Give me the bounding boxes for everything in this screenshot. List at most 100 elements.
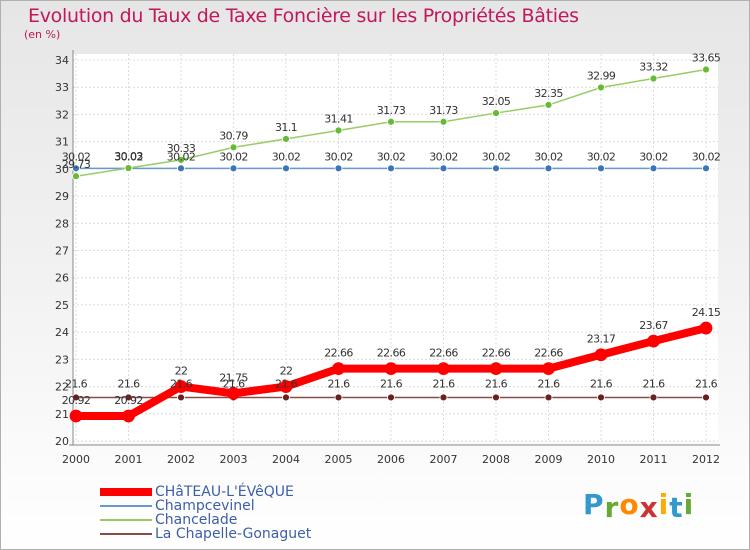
data-label: 23.17 [587,333,616,346]
data-label: 22.66 [534,347,563,360]
data-label: 21.6 [485,377,508,390]
x-tick-label: 2002 [167,453,195,466]
x-tick-label: 2006 [377,453,405,466]
data-label: 21.6 [327,377,350,390]
data-label: 31.1 [275,121,297,134]
data-label: 21.6 [590,377,613,390]
data-label: 30.02 [219,150,248,163]
x-tick-label: 2012 [692,453,720,466]
y-tick-label: 20 [55,435,69,448]
data-point [282,135,290,143]
data-label: 31.73 [429,104,458,117]
data-label: 22 [280,365,293,378]
data-point [594,348,608,362]
legend-label: Champcevinel [155,498,255,514]
data-label: 30.02 [534,150,563,163]
data-label: 21.6 [432,377,455,390]
y-tick-label: 30 [55,163,69,176]
data-label: 30.02 [114,150,143,163]
data-label: 21.6 [380,377,403,390]
logo-letter: o [619,488,640,521]
data-point [69,409,83,423]
x-tick-label: 2000 [62,453,90,466]
data-label: 30.02 [639,150,668,163]
data-point [124,164,133,172]
y-tick-label: 32 [55,108,69,121]
x-tick-label: 2004 [272,453,300,466]
y-tick-label: 24 [55,326,69,339]
x-tick-label: 2009 [535,453,563,466]
data-label: 21.6 [537,377,560,390]
legend-label: CHâTEAU-L'ÉVêQUE [155,484,294,500]
data-point [282,164,290,173]
data-label: 21.6 [222,377,245,390]
data-label: 21.6 [695,377,718,390]
data-point [332,362,345,376]
data-point [177,393,185,402]
data-label: 23.67 [639,319,668,332]
data-point [334,126,343,135]
data-point [649,164,658,173]
data-point [542,362,555,376]
data-point [174,380,188,393]
y-tick-label: 34 [55,54,69,67]
logo-letter: r [604,491,620,524]
y-tick-label: 26 [55,272,69,285]
data-point [282,393,290,402]
data-label: 21.6 [275,377,298,390]
x-tick-label: 2011 [640,453,668,466]
data-point [177,164,185,173]
data-point [72,393,80,402]
data-point [597,164,605,173]
data-label: 22.66 [324,347,353,360]
data-label: 22.66 [482,347,511,360]
data-point [702,164,710,173]
data-point [227,386,240,400]
data-point [387,117,395,126]
legend-item: CHâTEAU-L'ÉVêQUE [100,485,360,499]
x-tick-label: 2007 [430,453,458,466]
data-label: 30.02 [482,150,511,163]
data-point [229,164,238,173]
data-label: 32.99 [587,69,616,82]
legend-label: La Chapelle-Gonaguet [155,526,312,542]
data-label: 33.32 [639,61,668,74]
data-point [334,164,343,173]
data-label: 30.02 [587,150,616,163]
data-point [647,334,660,348]
logo-letter: i [658,488,670,521]
data-point [384,362,398,376]
legend-label: Chancelade [155,512,238,528]
data-point [177,155,185,164]
data-point [229,143,238,152]
proxiti-logo: Proxiti [583,488,695,524]
data-label: 30.03 [114,150,143,163]
y-tick-label: 22 [55,381,69,394]
y-tick-label: 25 [55,299,69,312]
x-tick-label: 2001 [115,453,143,466]
data-label: 21.6 [65,377,88,390]
data-point [387,393,395,402]
y-tick-label: 23 [55,353,69,366]
logo-letter: i [683,488,695,521]
data-label: 31.73 [377,104,406,117]
data-label: 21.75 [219,371,248,384]
data-point [699,321,713,335]
x-tick-label: 2010 [587,453,615,466]
data-label: 32.05 [482,95,511,108]
data-label: 30.33 [167,142,196,155]
legend-item: Champcevinel [100,499,360,513]
data-label: 31.41 [324,112,353,125]
legend-item: Chancelade [100,513,360,527]
data-label: 22.66 [377,347,406,360]
logo-letter: t [669,491,684,524]
legend-swatch [100,533,152,535]
legend-item: La Chapelle-Gonaguet [100,527,360,541]
data-label: 32.35 [534,87,563,100]
logo-letter: x [639,491,659,524]
data-label: 22 [175,365,188,378]
y-tick-label: 21 [55,408,69,421]
data-point [492,164,500,173]
data-label: 21.6 [170,377,193,390]
data-label: 30.02 [62,150,91,163]
